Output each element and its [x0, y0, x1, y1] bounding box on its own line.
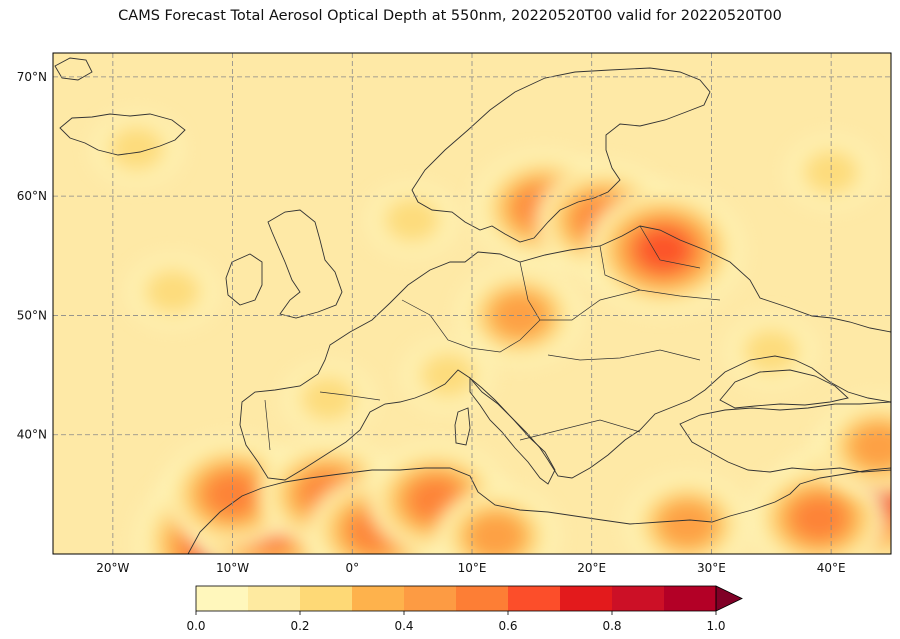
- colorbar-segment: [300, 586, 353, 611]
- colorbar-tick-label: 0.0: [186, 619, 205, 633]
- colorbar-tick-label: 0.2: [290, 619, 309, 633]
- aod-hotspot: [817, 397, 891, 496]
- colorbar-segment: [248, 586, 301, 611]
- aod-hotspot: [434, 487, 558, 554]
- aod-hotspot: [284, 363, 373, 434]
- colorbar-frame: [195, 585, 717, 612]
- scandinavia-outline: [411, 67, 711, 243]
- sardinia-outline: [454, 407, 471, 446]
- aod-hotspot: [584, 186, 743, 313]
- lat-tick-label: 60°N: [17, 189, 47, 203]
- aod-hotspot: [93, 113, 181, 184]
- lon-tick-label: 0°: [345, 561, 359, 575]
- italy-outline: [469, 377, 556, 485]
- coastlines: [54, 57, 891, 554]
- longitude-tick-labels: 20°W 10°W 0° 10°E 20°E 30°E 40°E: [96, 561, 845, 575]
- aod-hotspot: [749, 462, 890, 554]
- turkey-outline: [679, 401, 891, 473]
- colorbar-tick-label: 1.0: [706, 619, 725, 633]
- colorbar-segment: [612, 586, 665, 611]
- aod-hotspot: [626, 475, 749, 554]
- colorbar-segment: [196, 586, 249, 611]
- borders: [264, 225, 721, 451]
- map-panel: 20°W 10°W 0° 10°E 20°E 30°E 40°E 70°N 60°N 50°N 4…: [17, 52, 892, 575]
- lat-tick-label: 50°N: [17, 308, 47, 322]
- colorbar-segment: [404, 586, 457, 611]
- colorbar-tick-label: 0.8: [602, 619, 621, 633]
- aod-hotspot: [128, 256, 217, 327]
- colorbar: 0.0 0.2 0.4 0.6 0.8 1.0: [186, 585, 743, 633]
- lat-tick-label: 40°N: [17, 428, 47, 442]
- lon-tick-label: 40°E: [817, 561, 846, 575]
- aod-hotspot: [787, 137, 875, 208]
- lon-tick-label: 10°W: [216, 561, 249, 575]
- map-frame: [52, 52, 892, 555]
- continental-europe-outline: [239, 225, 891, 481]
- aod-hotspot: [404, 340, 492, 411]
- colorbar-segment: [508, 586, 561, 611]
- iceland-outline: [59, 113, 186, 156]
- lat-tick-label: 70°N: [17, 70, 47, 84]
- aod-hotspot: [368, 185, 456, 255]
- colorbar-segment: [560, 586, 613, 611]
- colorbar-segment: [352, 586, 405, 611]
- gridlines: [53, 53, 891, 554]
- lon-tick-label: 30°E: [697, 561, 726, 575]
- lon-tick-label: 10°E: [458, 561, 487, 575]
- ireland-outline: [225, 253, 263, 306]
- latitude-tick-labels: 70°N 60°N 50°N 40°N: [17, 70, 47, 442]
- colorbar-segment: [664, 586, 717, 611]
- lon-tick-label: 20°W: [96, 561, 129, 575]
- map-title: CAMS Forecast Total Aerosol Optical Dept…: [118, 8, 782, 24]
- lon-tick-label: 20°E: [577, 561, 606, 575]
- great-britain-outline: [267, 209, 343, 319]
- border-lines: [264, 225, 721, 451]
- svalbard-outline: [54, 57, 93, 81]
- black-sea-outline: [719, 369, 849, 409]
- colorbar-tick-label: 0.4: [394, 619, 413, 633]
- north-africa-outline: [187, 467, 891, 554]
- colorbar-extend-arrow: [715, 585, 743, 612]
- colorbar-segment: [456, 586, 509, 611]
- aod-hotspot: [727, 316, 816, 387]
- colorbar-tick-label: 0.6: [498, 619, 517, 633]
